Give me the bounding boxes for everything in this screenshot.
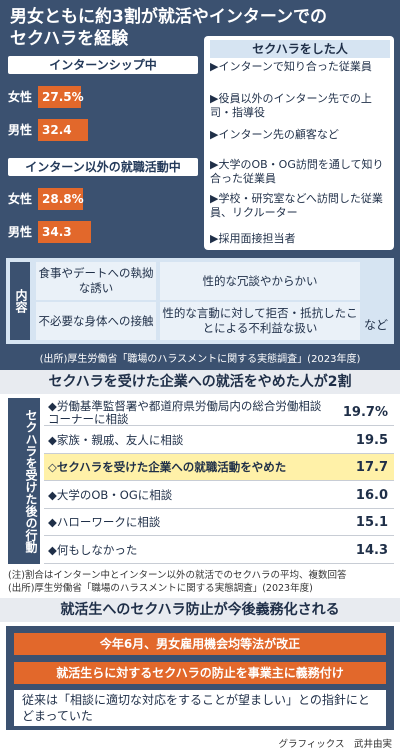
action-label: ◆家族・親戚、友人に相談: [48, 432, 184, 447]
value-label: 27.5%: [42, 90, 84, 104]
action-row: ◆大学のOB・OGに相談 16.0: [44, 482, 394, 509]
action-label: ◆ハローワークに相談: [48, 515, 161, 529]
value-label: 28.8%: [42, 192, 84, 206]
content-label: 内容: [10, 262, 30, 340]
action-row: ◆家族・親戚、友人に相談 19.5: [44, 427, 394, 454]
offender-item: ▶インターン先の顧客など: [210, 128, 339, 141]
category-label: 男性: [8, 123, 33, 137]
value-label: 34.3: [42, 225, 72, 239]
content-item: 性的な冗談やからかい: [160, 262, 360, 300]
title: 男女ともに約3割が就活やインターンでのセクハラを経験: [10, 7, 327, 49]
action-row: ◆何もしなかった 14.3: [44, 537, 394, 564]
offender-panel: [204, 36, 394, 250]
action-value: 15.1: [355, 515, 388, 530]
section-heading: 就活生へのセクハラ防止が今後義務化される: [0, 598, 400, 622]
action-label: ◆大学のOB・OGに相談: [48, 487, 173, 502]
category-label: 男性: [8, 225, 33, 239]
content-item: 性的な言動に対して拒否・抵抗したことによる不利益な扱い: [160, 302, 360, 340]
action-label: ◆何もしなかった: [48, 542, 138, 557]
offender-heading: セクハラをした人: [210, 40, 390, 58]
section-heading: セクハラを受けた企業への就活をやめた人が2割: [0, 370, 400, 394]
credit: グラフィックス 武井由実: [278, 739, 392, 750]
value-label: 32.4: [42, 123, 72, 137]
bar: [38, 188, 83, 210]
action-row: ◆ハローワークに相談 15.1: [44, 509, 394, 536]
category-label: 女性: [8, 90, 33, 104]
note: (注)割合はインターン中とインターン以外の就活でのセクハラの平均、複数回答: [8, 570, 347, 581]
action-label: ◆労働基準監督署や都道府県労働局内の総合労働相談コーナーに相談: [48, 398, 322, 426]
side-label: セクハラを受けた後の行動: [8, 398, 40, 564]
bar: [38, 119, 89, 141]
offender-item: ▶学校・研究室などへ訪問した従業員、リクルーター: [210, 192, 383, 219]
offender-item: ▶採用面接担当者: [210, 232, 296, 245]
note: (出所)厚生労働省「職場のハラスメントに関する実態調査」(2023年度): [8, 583, 313, 594]
chart-subtitle: インターンシップ中: [8, 56, 198, 74]
action-label: ◇セクハラを受けた企業への就職活動をやめた: [48, 460, 287, 474]
future-item: 今年6月、男女雇用機会均等法が改正: [14, 633, 386, 655]
content-item: 食事やデートへの執拗な誘い: [36, 262, 156, 300]
action-row: ◇セクハラを受けた企業への就職活動をやめた 17.7: [44, 454, 394, 481]
future-item: 就活生らに対するセクハラの防止を事業主に義務付け: [14, 662, 386, 684]
action-value: 17.7: [355, 460, 388, 475]
future-note: 従来は「相談に適切な対応をすることが望ましい」との指針にとどまっていた: [14, 690, 386, 726]
content-etc: など: [364, 318, 389, 332]
content-item: 不必要な身体への接触: [36, 302, 156, 340]
action-row: ◆労働基準監督署や都道府県労働局内の総合労働相談コーナーに相談 19.7%: [44, 399, 394, 426]
action-value: 14.3: [355, 542, 388, 558]
action-value: 19.7%: [342, 405, 388, 420]
chart-subtitle: インターン以外の就職活動中: [8, 158, 198, 176]
bar: [38, 221, 92, 243]
action-value: 19.5: [355, 432, 388, 448]
bar: [38, 86, 81, 108]
offender-item: ▶大学のOB・OG訪問を通して知り合った従業員: [210, 158, 384, 185]
offender-item: ▶インターンで知り合った従業員: [210, 60, 372, 73]
action-value: 16.0: [355, 487, 388, 503]
offender-item: ▶役員以外のインターン先での上司・指導役: [210, 92, 372, 119]
category-label: 女性: [8, 192, 33, 206]
source: (出所)厚生労働省「職場のハラスメントに関する実態調査」(2023年度): [39, 354, 361, 365]
